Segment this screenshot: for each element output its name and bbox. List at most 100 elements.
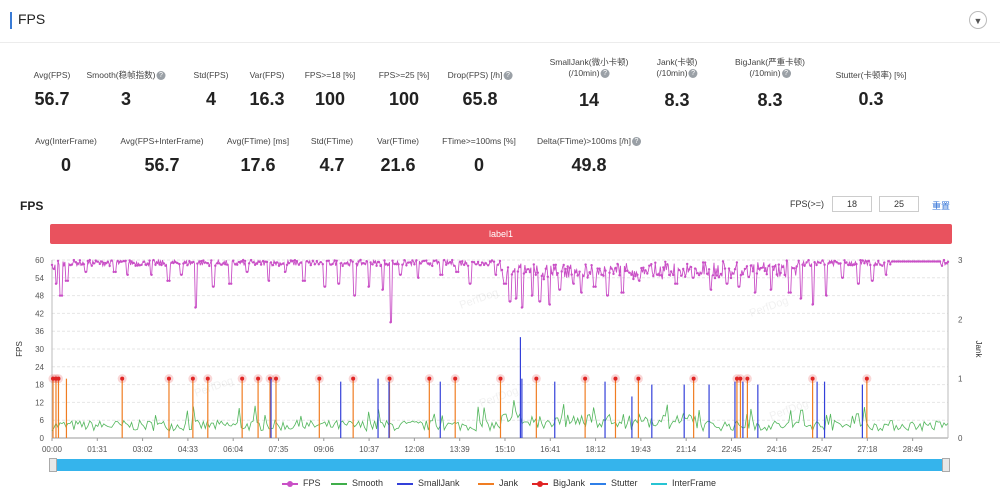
bigjank-marker[interactable] <box>613 376 618 381</box>
fps-point <box>496 263 500 266</box>
bigjank-marker[interactable] <box>734 376 739 381</box>
fps-point <box>729 276 733 280</box>
bigjank-marker[interactable] <box>50 376 55 381</box>
bigjank-marker[interactable] <box>205 376 210 381</box>
metric-value: 3 <box>120 89 131 109</box>
help-icon[interactable]: ? <box>688 69 698 79</box>
bigjank-marker[interactable] <box>583 376 588 381</box>
watermark: PerfDog <box>748 295 790 320</box>
bigjank-marker[interactable] <box>810 376 815 381</box>
fps-point <box>544 267 547 270</box>
legend-item-smalljank[interactable]: SmallJank <box>397 478 460 488</box>
fps-point <box>437 260 440 264</box>
fps-point <box>405 264 408 267</box>
bigjank-marker[interactable] <box>274 376 278 381</box>
fps-point <box>640 266 643 270</box>
fps-point <box>847 263 850 267</box>
fps-point <box>180 273 183 276</box>
legend-item-interframe[interactable]: InterFrame <box>651 478 716 488</box>
bigjank-marker[interactable] <box>256 376 261 381</box>
bigjank-marker[interactable] <box>387 376 392 381</box>
legend-item-stutter[interactable]: Stutter <box>590 478 638 488</box>
bigjank-marker[interactable] <box>120 376 125 381</box>
fps-point <box>628 271 631 274</box>
range-handle-left[interactable] <box>49 458 57 472</box>
bigjank-marker[interactable] <box>636 376 641 381</box>
bigjank-marker[interactable] <box>738 376 743 381</box>
fps-point <box>942 258 946 262</box>
fps-point <box>502 282 506 285</box>
fps-threshold-input-1[interactable] <box>832 196 872 212</box>
fps-point <box>144 263 147 266</box>
help-icon[interactable]: ? <box>781 69 791 79</box>
fps-point <box>134 264 137 267</box>
fps-point <box>289 259 293 262</box>
fps-point <box>721 260 725 263</box>
fps-point <box>684 275 687 278</box>
fps-point <box>70 263 74 266</box>
reset-link[interactable]: 重置 <box>932 201 951 211</box>
bigjank-marker[interactable] <box>351 376 356 381</box>
fps-point <box>901 260 904 263</box>
fps-point <box>391 259 394 262</box>
label-band[interactable]: label1 <box>50 224 952 244</box>
help-icon[interactable]: ? <box>156 71 166 81</box>
range-handle-right[interactable] <box>942 458 950 472</box>
fps-point <box>827 262 830 265</box>
metric-jank: Jank(卡顿) (/10min)? 8.3 <box>656 57 698 111</box>
legend-item-bigjank[interactable]: BigJank <box>532 478 585 488</box>
fps-threshold-input-2[interactable] <box>879 196 919 212</box>
bigjank-marker[interactable] <box>427 376 432 381</box>
legend-item-fps[interactable]: FPS <box>282 478 321 488</box>
fps-point <box>190 261 193 264</box>
fps-point <box>494 273 498 276</box>
fps-point <box>419 262 422 265</box>
bigjank-marker[interactable] <box>166 376 171 381</box>
fps-point <box>315 259 318 263</box>
legend-item-smooth[interactable]: Smooth <box>331 478 383 488</box>
fps-point <box>819 261 822 265</box>
fps-point <box>363 262 366 265</box>
bigjank-marker[interactable] <box>317 376 322 381</box>
fps-point <box>449 260 452 264</box>
fps-point <box>903 260 906 263</box>
bigjank-marker[interactable] <box>498 376 503 381</box>
fps-point <box>371 263 374 266</box>
fps-point <box>387 263 390 266</box>
help-icon[interactable]: ? <box>600 69 610 79</box>
fps-point <box>146 262 149 265</box>
fps-point <box>676 282 679 285</box>
fps-point <box>897 260 900 263</box>
fps-point <box>731 272 735 275</box>
fps-point <box>118 260 121 264</box>
metric-label: Stutter(卡顿率) [%] <box>835 70 907 80</box>
bigjank-marker[interactable] <box>864 376 869 381</box>
bigjank-marker[interactable] <box>453 376 458 381</box>
time-range-selection[interactable] <box>52 459 948 471</box>
fps-point <box>234 263 237 266</box>
legend-item-jank[interactable]: Jank <box>478 478 518 488</box>
bigjank-marker[interactable] <box>745 376 750 381</box>
fps-point <box>166 279 169 282</box>
help-icon[interactable]: ? <box>503 71 513 81</box>
help-icon[interactable]: ? <box>631 137 641 147</box>
bigjank-marker[interactable] <box>190 376 195 381</box>
fps-point <box>351 260 354 263</box>
time-range-slider[interactable] <box>49 458 950 472</box>
fps-point <box>889 263 892 266</box>
fps-point <box>455 270 458 274</box>
fps-point <box>261 259 265 263</box>
x-tick-label: 27:18 <box>857 445 878 454</box>
fps-point <box>120 260 123 263</box>
bigjank-marker[interactable] <box>534 376 539 381</box>
fps-point <box>367 285 370 288</box>
bigjank-marker[interactable] <box>56 376 61 381</box>
fps-point <box>224 263 227 266</box>
fps-point <box>582 274 585 278</box>
bigjank-marker[interactable] <box>691 376 696 381</box>
fps-point <box>727 267 731 270</box>
chevron-down-icon[interactable]: ▼ <box>969 11 987 29</box>
fps-point <box>839 262 842 265</box>
bigjank-marker[interactable] <box>240 376 245 381</box>
